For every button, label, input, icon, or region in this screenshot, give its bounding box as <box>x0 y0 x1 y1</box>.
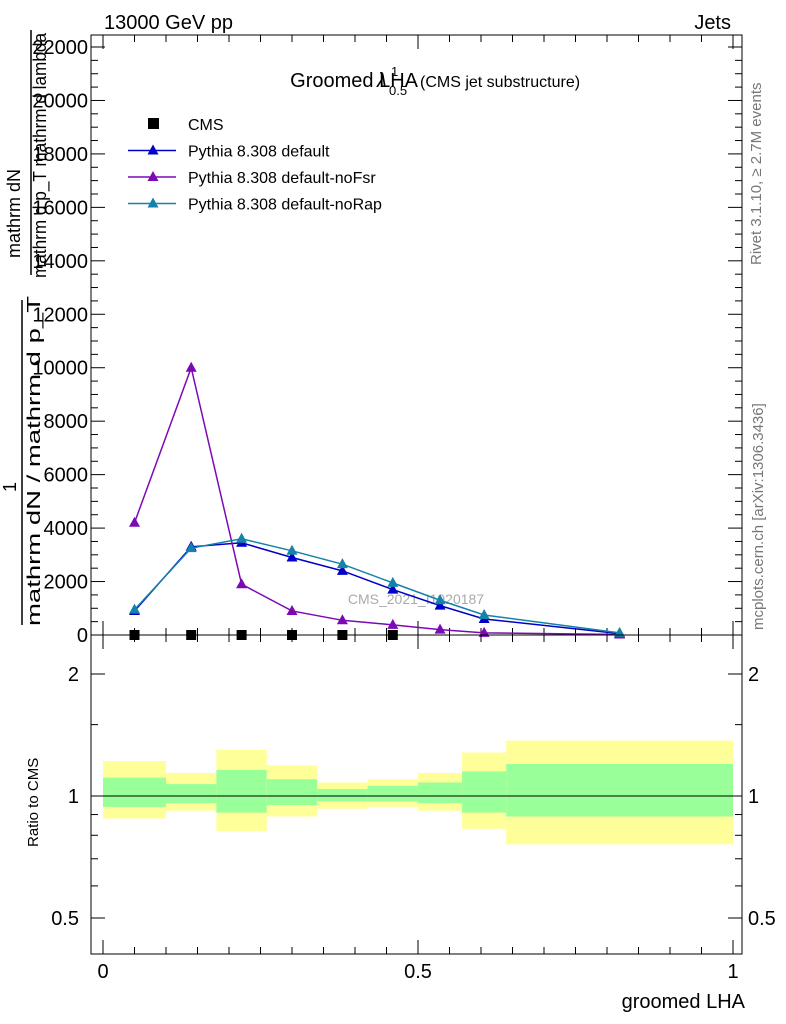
main-y-tick-label: 10000 <box>32 358 88 380</box>
title-suffix: (CMS jet substructure) <box>420 74 580 91</box>
x-axis-label: groomed LHA <box>622 991 746 1013</box>
series-point-noFsr <box>336 614 348 625</box>
ratio-band-inner <box>266 779 318 806</box>
watermark: CMS_2021_I1920187 <box>348 591 484 607</box>
rivet-label: Rivet 3.1.10, ≥ 2.7M events <box>748 83 765 266</box>
ratio-band-inner <box>166 784 217 804</box>
ratio-band-inner <box>506 763 733 817</box>
main-panel: 0 2000 4000 6000 8000 10000 12000 14000 16000 180… <box>0 30 743 647</box>
title-sub: 0.5 <box>389 83 407 98</box>
series-point-default <box>434 599 446 610</box>
ratio-y-tick-label-right: 1 <box>748 786 759 808</box>
main-y-tick-label: 12000 <box>32 304 88 326</box>
ratio-band-inner <box>317 789 368 802</box>
main-y-tick-label: 0 <box>77 625 88 647</box>
main-y-tick-label: 18000 <box>32 144 88 166</box>
main-y-tick-label: 20000 <box>32 90 88 112</box>
series-point-noFsr <box>478 626 490 637</box>
ratio-y-tick-label: 2 <box>68 664 79 686</box>
chart-title: Groomed LHA <box>290 70 418 92</box>
title-text: Groomed LHA <box>290 70 418 92</box>
ratio-band-inner <box>103 777 166 807</box>
ratio-y-tick-label: 1 <box>68 786 79 808</box>
title-sup: 1 <box>391 64 398 79</box>
series-point-noFsr <box>387 618 399 629</box>
main-y-tick-label: 6000 <box>44 465 89 487</box>
main-y-tick-label: 16000 <box>32 197 88 219</box>
main-y-tick-label: 8000 <box>44 411 89 433</box>
ratio-panel: 0.5 0.51 12 2 0 0.5 1 Ratio to CMS groomed LH… <box>25 634 776 1013</box>
ratio-y-tick-labels: 0.5 0.5 1 1 2 2 <box>51 664 776 930</box>
legend-label: Pythia 8.308 default-noRap <box>188 197 382 214</box>
legend-marker <box>147 171 159 181</box>
series-point-default <box>387 583 399 594</box>
ratio-y-tick-label-right: 2 <box>748 664 759 686</box>
title-symbol: λ <box>376 70 387 92</box>
legend: CMS Pythia 8.308 default Pythia 8.308 defa… <box>128 117 382 214</box>
series-point-noRap <box>478 608 490 619</box>
ratio-y-tick-label: 0.5 <box>51 908 79 930</box>
ylabel-mid: mathrm d p_T mathrm d lambda <box>30 32 51 278</box>
ratio-frame <box>90 634 743 955</box>
ratio-x-tick-label: 1 <box>727 961 738 983</box>
ratio-band-inner <box>462 771 507 813</box>
series-point-noRap <box>185 542 197 553</box>
series-point-noRap <box>434 594 446 605</box>
series-point-noRap <box>129 603 140 614</box>
series-point-noRap <box>236 532 248 543</box>
ratio-x-tick-label: 0.5 <box>404 961 432 983</box>
series-point-noRap <box>614 626 626 637</box>
main-y-tick-label: 14000 <box>32 251 88 273</box>
legend-marker-cms <box>148 118 159 129</box>
series-point-noFsr <box>434 623 446 634</box>
ratio-y-tick-label-right: 0.5 <box>748 908 776 930</box>
ratio-bands <box>103 740 733 845</box>
ratio-ylabel: Ratio to CMS <box>25 758 42 847</box>
ylabel-bottom: mathrm dN / mathrm d p_T <box>24 296 45 626</box>
series-point-noFsr <box>236 578 248 589</box>
ratio-band-inner <box>418 782 463 804</box>
series-point-default <box>336 564 348 575</box>
mcplots-label: mcplots.cern.ch [arXiv:1306.3436] <box>750 403 767 630</box>
series-point-noRap <box>336 558 348 569</box>
series-point-default <box>286 551 298 562</box>
series-point-noFsr <box>129 516 140 527</box>
series-line-noRap <box>133 538 620 634</box>
series-point-noFsr <box>286 604 298 615</box>
legend-label: CMS <box>188 117 224 134</box>
ylabel-one: 1 <box>0 482 20 492</box>
ratio-ticks <box>91 635 742 954</box>
main-y-tick-labels: 0 2000 4000 6000 8000 10000 12000 14000 16000 180… <box>32 37 88 647</box>
series-point-noRap <box>387 576 399 587</box>
legend-label: Pythia 8.308 default-noFsr <box>188 170 376 187</box>
series-point-noRap <box>286 544 298 555</box>
legend-label: Pythia 8.308 default <box>188 144 330 161</box>
ratio-x-tick-label: 0 <box>97 961 108 983</box>
series-point-noFsr <box>185 361 197 372</box>
ratio-x-tick-labels: 0 0.5 1 <box>97 961 738 983</box>
header-left: 13000 GeV pp <box>104 12 233 34</box>
ratio-band-inner <box>216 769 267 813</box>
main-y-tick-label: 2000 <box>44 572 89 594</box>
legend-marker <box>147 144 159 155</box>
ratio-band-inner <box>367 785 418 802</box>
legend-marker <box>147 197 159 208</box>
header-right: Jets <box>694 12 731 34</box>
main-y-tick-label: 4000 <box>44 518 89 540</box>
ylabel-top: mathrm dN <box>4 169 24 258</box>
series-line-default <box>133 542 620 635</box>
main-y-tick-label: 22000 <box>32 37 88 59</box>
